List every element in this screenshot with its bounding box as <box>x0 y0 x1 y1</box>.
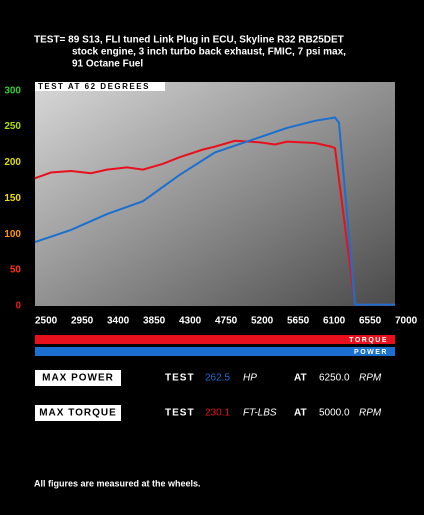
title-line: TEST= 89 S13, FLI tuned Link Plug in ECU… <box>34 35 344 46</box>
series-line <box>34 139 395 306</box>
x-tick-label: 5200 <box>251 316 274 327</box>
stat-value: 230.1 <box>205 408 230 419</box>
legend-swatch <box>35 347 395 356</box>
y-tick-label: 200 <box>4 157 21 168</box>
x-tick-label: 3850 <box>143 316 166 327</box>
stat-rpm-unit: RPM <box>359 373 382 384</box>
footer: All figures are measured at the wheels. <box>34 478 201 488</box>
stat-rpm: 6250.0 <box>319 373 350 384</box>
y-tick-label: 100 <box>4 229 21 240</box>
y-tick-label: 150 <box>4 193 21 204</box>
x-tick-label: 5650 <box>287 316 310 327</box>
x-tick-label: 4300 <box>179 316 202 327</box>
y-tick-label: 0 <box>15 301 21 312</box>
stat-test: TEST <box>165 408 195 419</box>
title-line: stock engine, 3 inch turbo back exhaust,… <box>72 47 346 58</box>
x-tick-label: 3400 <box>107 316 130 327</box>
stat-unit: HP <box>243 373 257 384</box>
legend-label: TORQUE <box>349 337 388 344</box>
series-line <box>34 116 395 306</box>
stat-rpm-unit: RPM <box>359 408 382 419</box>
stat-label: MAX TORQUE <box>39 408 117 419</box>
plot-label: TEST AT 62 DEGREES <box>38 82 150 91</box>
x-tick-label: 4750 <box>215 316 238 327</box>
x-tick-label: 6100 <box>323 316 346 327</box>
plot-label-box <box>35 82 165 91</box>
legend-swatch <box>35 335 395 344</box>
stat-label-box <box>35 405 121 421</box>
title-line: 91 Octane Fuel <box>72 59 143 70</box>
y-tick-label: 250 <box>4 121 21 132</box>
stat-unit: FT-LBS <box>243 408 277 419</box>
stat-rpm: 5000.0 <box>319 408 350 419</box>
stat-at: AT <box>294 373 307 384</box>
y-tick-label: 300 <box>4 85 21 96</box>
stat-value: 262.5 <box>205 373 230 384</box>
x-tick-label: 2500 <box>35 316 58 327</box>
x-tick-label: 7000 <box>395 316 418 327</box>
stat-test: TEST <box>165 373 195 384</box>
stat-label-box <box>35 370 121 386</box>
plot-area <box>35 82 395 306</box>
y-tick-label: 50 <box>10 265 22 276</box>
x-tick-label: 6550 <box>359 316 382 327</box>
x-tick-label: 2950 <box>71 316 94 327</box>
stat-label: MAX POWER <box>42 373 114 384</box>
stat-at: AT <box>294 408 307 419</box>
legend-label: POWER <box>354 349 388 356</box>
